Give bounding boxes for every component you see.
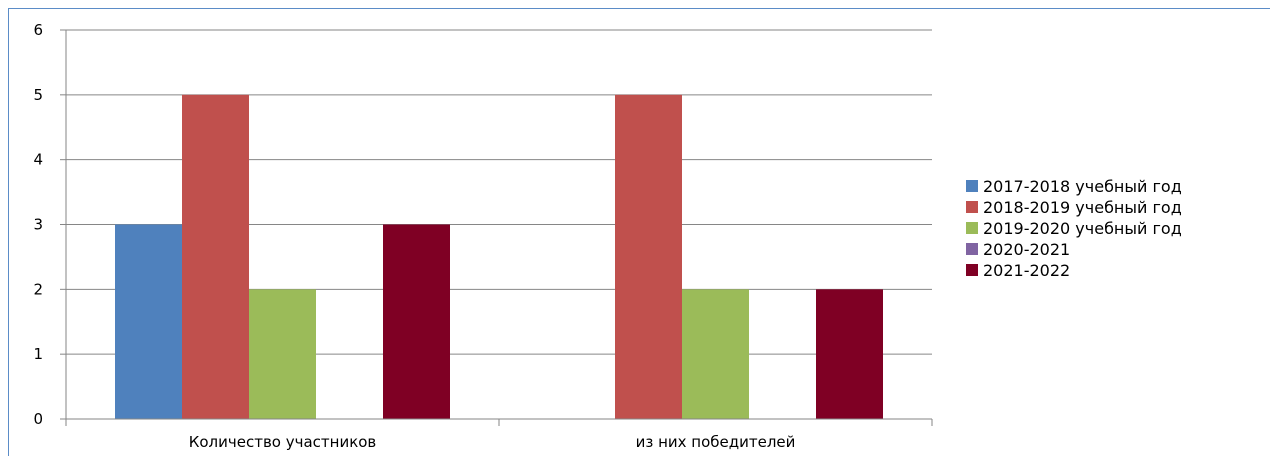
legend-label: 2020-2021 [983, 240, 1070, 259]
legend-label: 2021-2022 [983, 261, 1070, 280]
bar [615, 94, 682, 419]
axes: 0 1 2 3 4 5 6 Количество участников из них побед… [33, 21, 933, 451]
legend-swatch [966, 180, 978, 192]
y-tick-label: 6 [33, 21, 43, 39]
y-tick-label: 1 [33, 345, 43, 363]
legend-swatch [966, 222, 978, 234]
legend-label: 2019-2020 учебный год [983, 219, 1182, 238]
legend-label: 2017-2018 учебный год [983, 177, 1182, 196]
bars [115, 94, 883, 419]
legend-swatch [966, 243, 978, 255]
x-tick-label: из них победителей [636, 433, 796, 451]
bar [383, 224, 450, 419]
legend: 2017-2018 учебный год 2018-2019 учебный г… [966, 177, 1182, 280]
y-tick-label: 4 [33, 151, 43, 169]
bar [182, 94, 249, 419]
chart-frame [8, 8, 1270, 456]
y-tick-label: 5 [33, 86, 43, 104]
legend-label: 2018-2019 учебный год [983, 198, 1182, 217]
grid-lines [66, 29, 932, 355]
x-tick-label: Количество участников [189, 433, 377, 451]
legend-swatch [966, 201, 978, 213]
bar [249, 289, 316, 419]
y-tick-label: 3 [33, 216, 43, 234]
legend-swatch [966, 264, 978, 276]
y-tick-label: 0 [33, 410, 43, 428]
bar [115, 224, 182, 419]
bar [682, 289, 749, 419]
bar [816, 289, 883, 419]
y-tick-label: 2 [33, 280, 43, 298]
